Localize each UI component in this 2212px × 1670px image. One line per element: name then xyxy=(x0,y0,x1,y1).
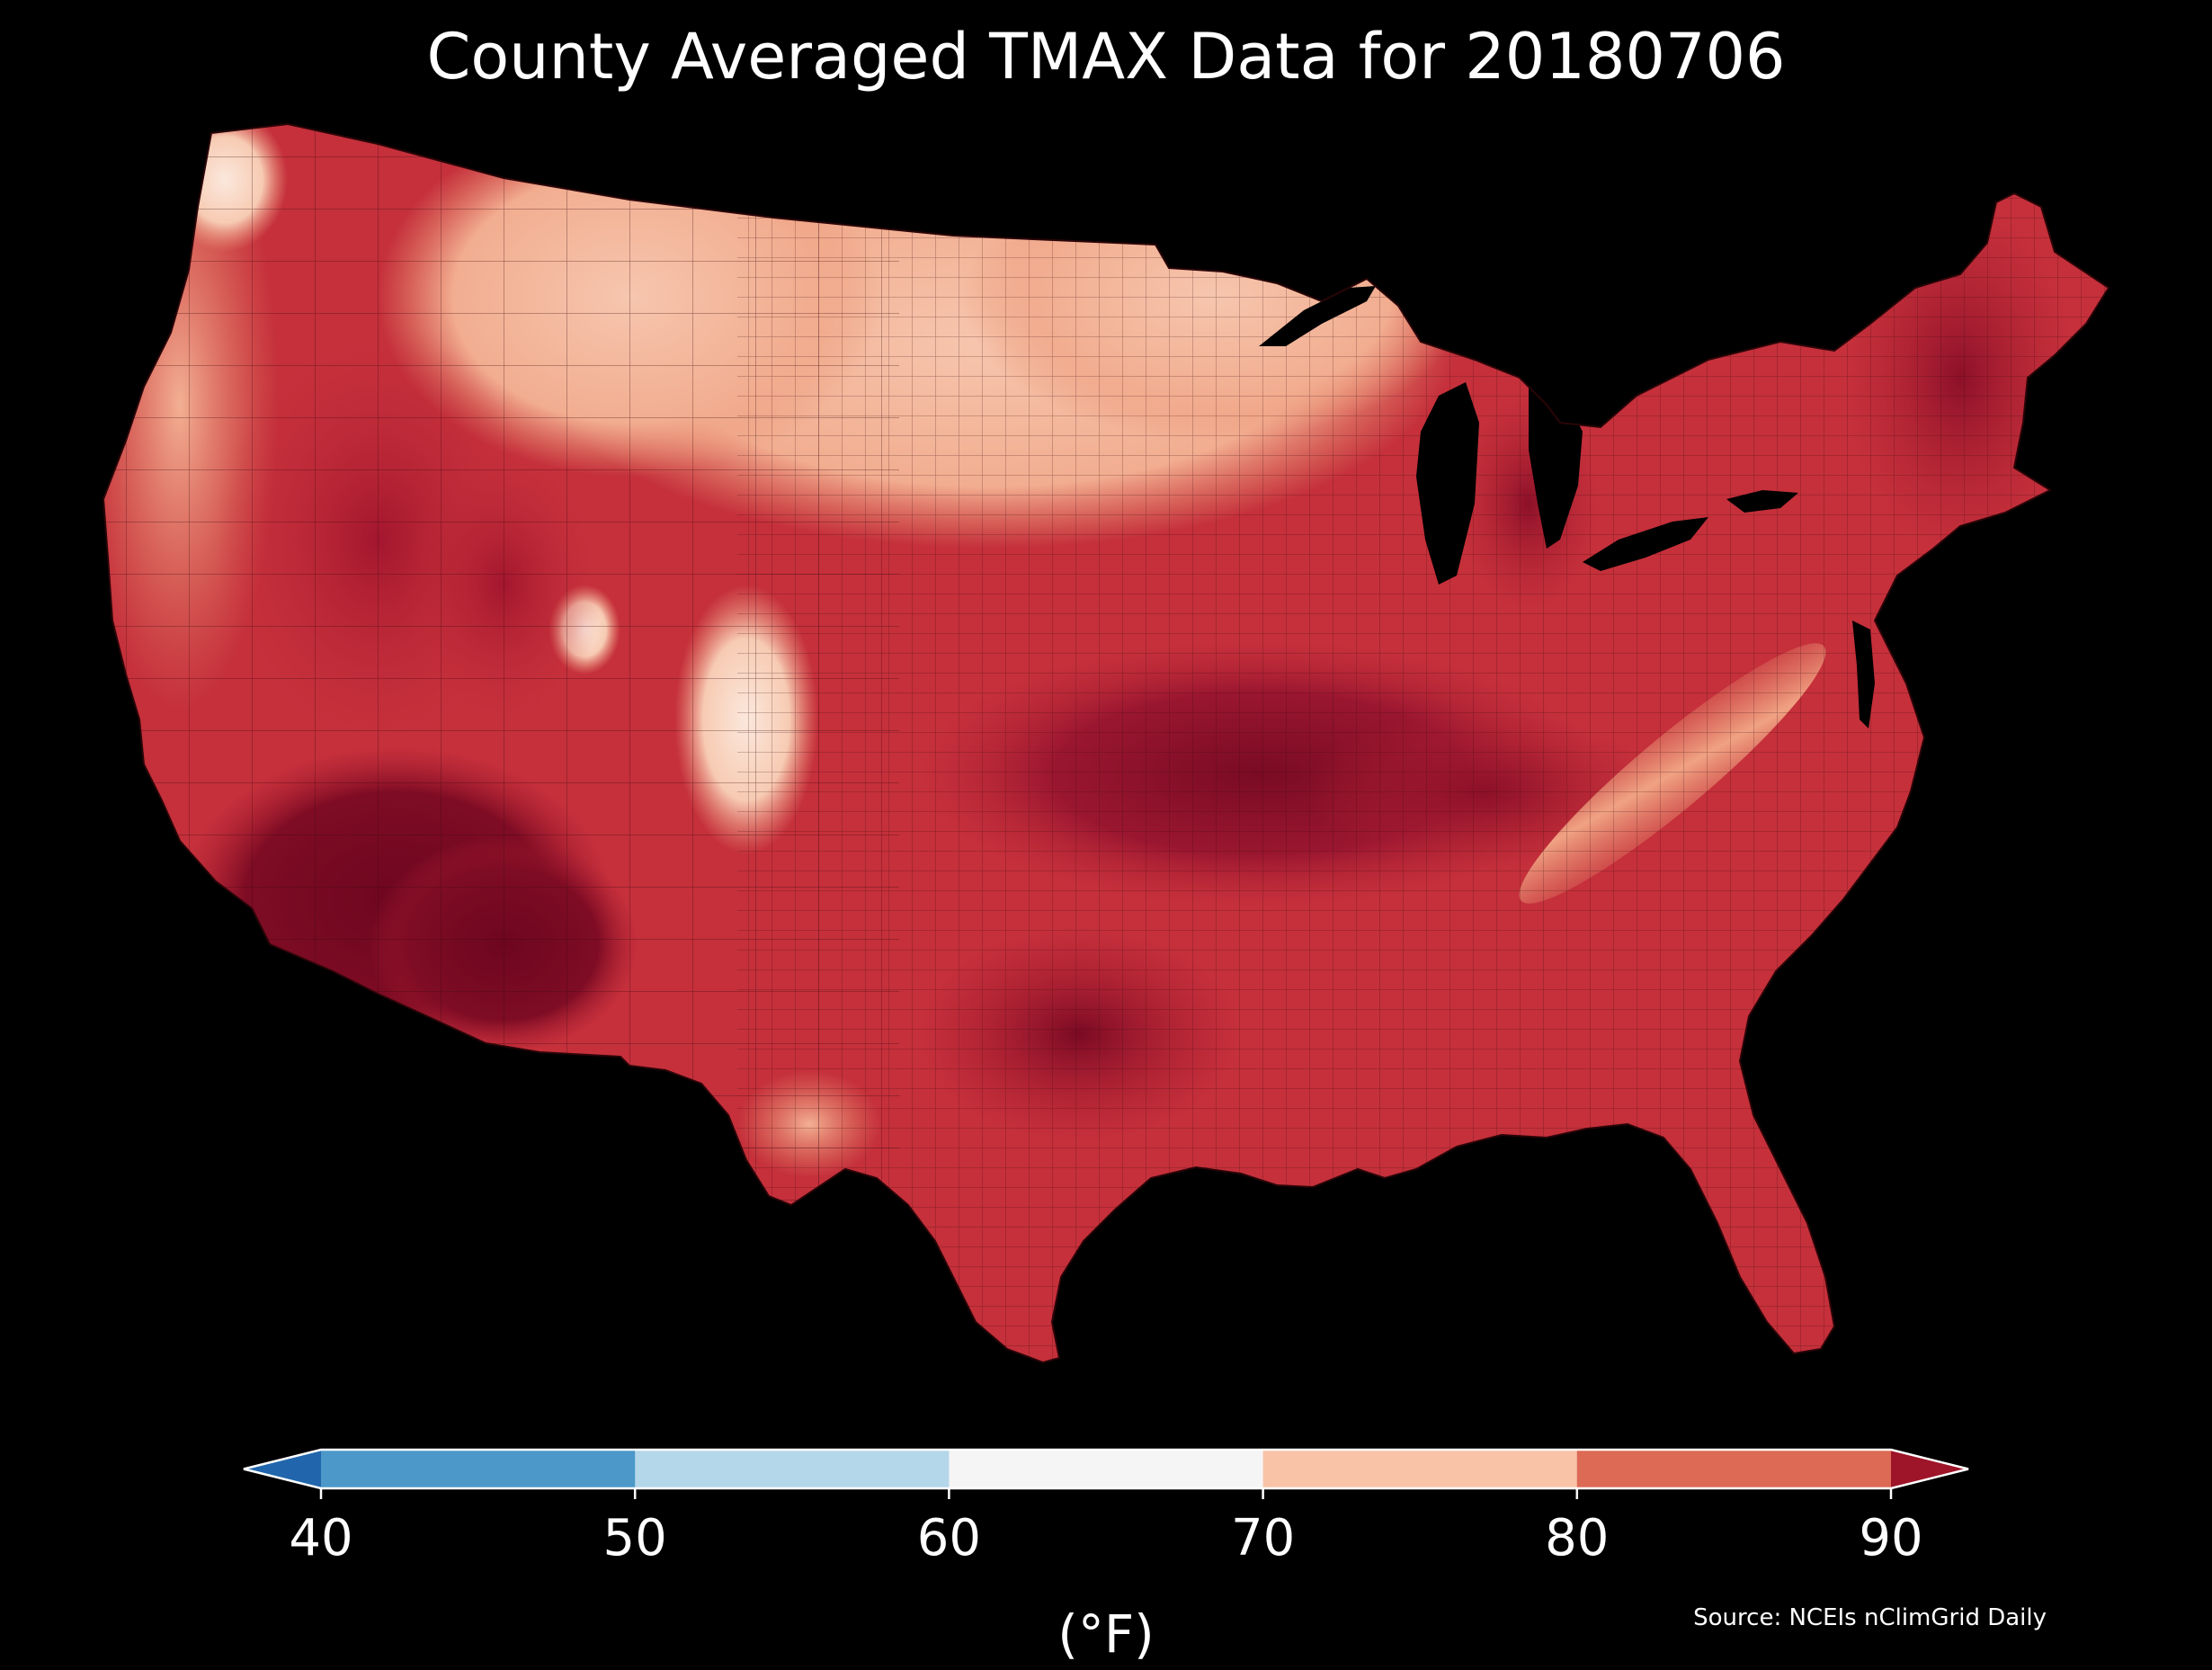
colorbar-bin-40-50 xyxy=(321,1450,636,1488)
colorbar-tick-label: 70 xyxy=(1230,1509,1296,1567)
colorbar-over-arrow xyxy=(1891,1450,1968,1488)
colorbar-tick-label: 50 xyxy=(602,1509,667,1567)
colorbar-under-arrow xyxy=(244,1450,321,1488)
colorbar-tick-label: 40 xyxy=(289,1509,353,1567)
colorbar-unit-label: (°F) xyxy=(1057,1603,1155,1665)
colorbar-bin-70-80 xyxy=(1262,1450,1578,1488)
colorbar-bin-60-70 xyxy=(949,1450,1264,1488)
colorbar-tick-label: 80 xyxy=(1545,1509,1610,1567)
colorbar-bin-80-90 xyxy=(1576,1450,1892,1488)
chesapeake-bay xyxy=(1852,621,1875,728)
map-title: County Averaged TMAX Data for 20180706 xyxy=(426,20,1786,94)
colorbar-tick-label: 90 xyxy=(1859,1509,1923,1567)
colorbar-bin-50-60 xyxy=(635,1450,950,1488)
source-credit: Source: NCEIs nClimGrid Daily xyxy=(1693,1604,2047,1631)
colorbar-tick-label: 60 xyxy=(916,1509,982,1567)
great-lakes xyxy=(1259,286,1798,585)
